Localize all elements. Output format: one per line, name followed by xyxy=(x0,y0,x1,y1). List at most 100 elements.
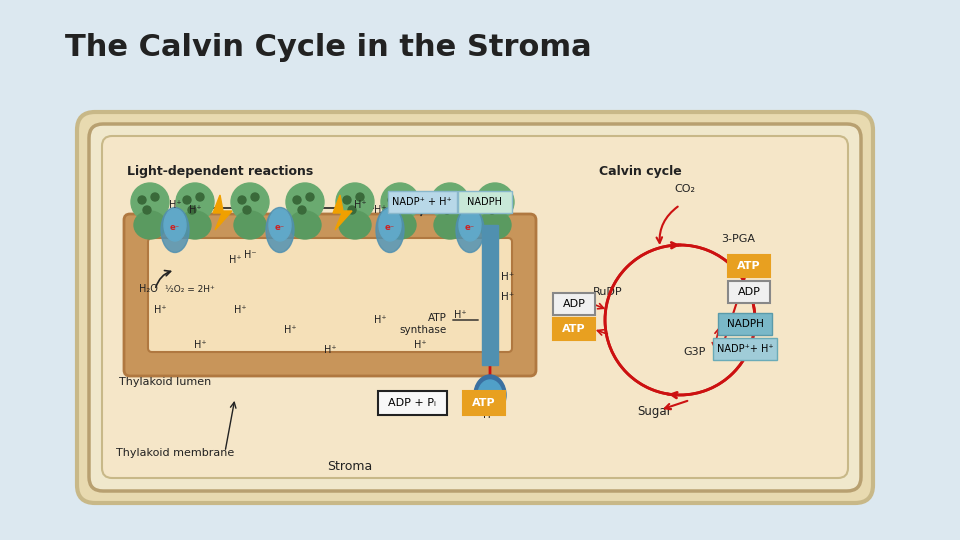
Ellipse shape xyxy=(459,209,481,241)
Circle shape xyxy=(348,206,356,214)
Ellipse shape xyxy=(176,183,214,221)
Text: e⁻: e⁻ xyxy=(465,224,475,233)
FancyBboxPatch shape xyxy=(89,124,861,491)
Circle shape xyxy=(251,193,259,201)
Text: H⁺: H⁺ xyxy=(324,345,336,355)
Text: synthase: synthase xyxy=(399,325,447,335)
Text: H⁺: H⁺ xyxy=(501,292,515,302)
Ellipse shape xyxy=(384,211,416,239)
FancyBboxPatch shape xyxy=(388,191,457,213)
Text: H⁺: H⁺ xyxy=(373,315,386,325)
Ellipse shape xyxy=(431,183,469,221)
FancyBboxPatch shape xyxy=(728,255,770,277)
Text: H⁺: H⁺ xyxy=(353,200,367,210)
Text: Sugar: Sugar xyxy=(637,405,672,418)
Ellipse shape xyxy=(476,183,514,221)
Text: H⁺: H⁺ xyxy=(189,205,202,215)
FancyBboxPatch shape xyxy=(102,136,848,478)
Text: H⁺: H⁺ xyxy=(484,410,496,420)
Ellipse shape xyxy=(474,375,506,415)
Text: H⁺: H⁺ xyxy=(154,305,166,315)
Text: 3-PGA: 3-PGA xyxy=(721,234,755,244)
Ellipse shape xyxy=(376,207,404,253)
Circle shape xyxy=(496,193,504,201)
Text: H₂O: H₂O xyxy=(138,284,157,294)
Circle shape xyxy=(438,196,446,204)
Polygon shape xyxy=(333,195,352,230)
Ellipse shape xyxy=(289,211,321,239)
Ellipse shape xyxy=(161,207,189,253)
Ellipse shape xyxy=(456,207,484,253)
FancyBboxPatch shape xyxy=(718,313,772,335)
Circle shape xyxy=(188,206,196,214)
Text: H⁺: H⁺ xyxy=(228,255,241,265)
FancyBboxPatch shape xyxy=(458,191,512,213)
Text: H⁺: H⁺ xyxy=(454,310,467,320)
Ellipse shape xyxy=(266,207,294,253)
Text: G3P: G3P xyxy=(684,347,707,357)
Text: RuDP: RuDP xyxy=(592,287,622,297)
Text: H⁺: H⁺ xyxy=(233,305,247,315)
FancyBboxPatch shape xyxy=(713,338,777,360)
Polygon shape xyxy=(213,195,232,230)
Ellipse shape xyxy=(379,209,401,241)
Text: NADPH: NADPH xyxy=(727,319,763,329)
Ellipse shape xyxy=(434,211,466,239)
Text: H⁺: H⁺ xyxy=(169,200,181,210)
Circle shape xyxy=(183,196,191,204)
Text: The Calvin Cycle in the Stroma: The Calvin Cycle in the Stroma xyxy=(65,33,591,63)
Ellipse shape xyxy=(234,211,266,239)
FancyBboxPatch shape xyxy=(728,281,770,303)
Circle shape xyxy=(343,196,351,204)
Ellipse shape xyxy=(381,183,419,221)
Circle shape xyxy=(238,196,246,204)
Text: Stroma: Stroma xyxy=(327,460,372,473)
FancyBboxPatch shape xyxy=(553,293,595,315)
Circle shape xyxy=(393,206,401,214)
Circle shape xyxy=(356,193,364,201)
Ellipse shape xyxy=(179,211,211,239)
Text: Light-dependent reactions: Light-dependent reactions xyxy=(127,165,313,178)
FancyBboxPatch shape xyxy=(553,318,595,340)
Ellipse shape xyxy=(134,211,166,239)
Ellipse shape xyxy=(231,183,269,221)
Circle shape xyxy=(196,193,204,201)
FancyBboxPatch shape xyxy=(148,238,512,352)
Circle shape xyxy=(401,193,409,201)
Circle shape xyxy=(443,206,451,214)
Text: H⁺: H⁺ xyxy=(414,340,426,350)
Text: e⁻: e⁻ xyxy=(275,224,285,233)
Text: ½O₂ = 2H⁺: ½O₂ = 2H⁺ xyxy=(165,285,215,294)
Ellipse shape xyxy=(164,209,186,241)
Circle shape xyxy=(388,196,396,204)
Circle shape xyxy=(143,206,151,214)
Text: Thylakoid lumen: Thylakoid lumen xyxy=(119,377,211,387)
Circle shape xyxy=(483,196,491,204)
Text: e⁻: e⁻ xyxy=(385,224,396,233)
Text: H⁺: H⁺ xyxy=(194,340,206,350)
Ellipse shape xyxy=(336,183,374,221)
Circle shape xyxy=(451,193,459,201)
Text: H⁻: H⁻ xyxy=(244,250,256,260)
FancyBboxPatch shape xyxy=(77,112,873,503)
Text: ATP: ATP xyxy=(428,313,447,323)
Text: e⁻: e⁻ xyxy=(170,224,180,233)
Text: NADPH: NADPH xyxy=(468,197,502,207)
Ellipse shape xyxy=(269,209,291,241)
Text: H⁺: H⁺ xyxy=(373,205,386,215)
FancyBboxPatch shape xyxy=(378,391,447,415)
Text: NADP⁺+ H⁺: NADP⁺+ H⁺ xyxy=(717,344,774,354)
Ellipse shape xyxy=(479,211,511,239)
Circle shape xyxy=(488,206,496,214)
Text: H⁺: H⁺ xyxy=(501,272,515,282)
Bar xyxy=(482,225,498,365)
Text: ADP: ADP xyxy=(737,287,760,297)
Circle shape xyxy=(138,196,146,204)
FancyBboxPatch shape xyxy=(463,391,505,415)
Circle shape xyxy=(306,193,314,201)
Text: ATP: ATP xyxy=(472,398,495,408)
Text: ATP: ATP xyxy=(737,261,761,271)
Text: ATP: ATP xyxy=(563,324,586,334)
Text: ADP: ADP xyxy=(563,299,586,309)
Ellipse shape xyxy=(131,183,169,221)
